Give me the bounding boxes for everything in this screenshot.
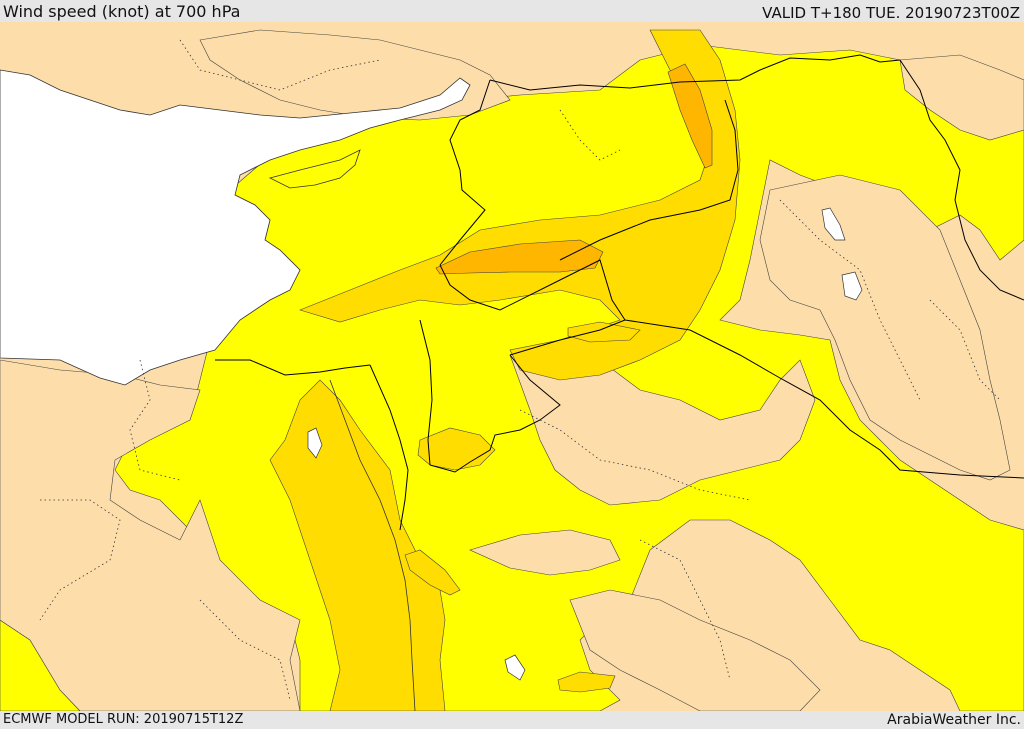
calm-area-arabia — [509, 344, 816, 506]
wind-band-gold-nile — [269, 379, 446, 711]
valid-time: VALID T+180 TUE. 20190723T00Z — [762, 4, 1020, 22]
calm-area-egypt — [0, 359, 301, 711]
wind-jet-core-levant — [435, 239, 604, 275]
lake-van — [841, 271, 863, 301]
header-bar: Wind speed (knot) at 700 hPa VALID T+180… — [0, 0, 1024, 22]
sea-of-galilee — [307, 427, 323, 459]
wind-band-gold-iraq — [567, 321, 641, 343]
weather-map — [0, 22, 1024, 711]
wind-band-gold-red-sea — [404, 549, 461, 596]
map-title: Wind speed (knot) at 700 hPa — [3, 2, 241, 21]
calm-area-southeast — [569, 589, 821, 711]
province-borders — [39, 39, 1001, 701]
lake-urmia — [821, 207, 846, 241]
credit-text: ArabiaWeather Inc. — [887, 712, 1021, 728]
model-run: ECMWF MODEL RUN: 20190715T12Z — [3, 712, 244, 727]
cyprus-island — [268, 149, 361, 189]
wind-band-gold-jordan — [417, 427, 496, 471]
mediterranean-sea — [0, 69, 471, 386]
nile-river — [329, 379, 416, 711]
wind-jet-core-north — [667, 63, 713, 169]
red-sea-gulf — [504, 654, 526, 681]
calm-area-south — [469, 529, 621, 576]
calm-area-northeast — [899, 54, 1024, 141]
footer-bar: ECMWF MODEL RUN: 20190715T12Z ArabiaWeat… — [0, 711, 1024, 729]
calm-area-east — [759, 174, 1011, 481]
wind-band-gold-northeast — [299, 29, 741, 381]
wind-band-gold-south — [557, 671, 616, 693]
country-borders — [215, 54, 1024, 531]
